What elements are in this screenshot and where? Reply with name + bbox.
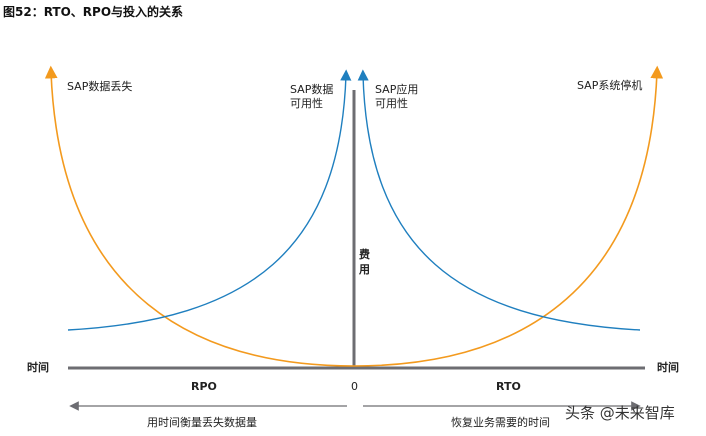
orange-curve-left: [44, 65, 355, 367]
label-cost-1: 费: [359, 248, 370, 261]
label-sap-data-avail-1: SAP数据: [290, 83, 334, 96]
label-sap-app-avail-1: SAP应用: [375, 83, 419, 96]
label-rpo: RPO: [191, 380, 217, 393]
label-sap-app-avail-2: 可用性: [375, 97, 408, 110]
label-sap-data-loss: SAP数据丢失: [67, 80, 133, 93]
blue-curve-right: [357, 69, 641, 331]
label-rto: RTO: [496, 380, 521, 393]
orange-curve-right: [353, 65, 664, 367]
label-zero: 0: [351, 380, 358, 393]
label-rpo-desc: 用时间衡量丢失数据量: [147, 416, 257, 429]
label-cost-2: 用: [359, 263, 370, 276]
watermark: 头条 @未来智库: [565, 404, 675, 422]
label-time-left: 时间: [27, 361, 49, 374]
label-rto-desc: 恢复业务需要的时间: [451, 416, 550, 429]
figure-title: 图52：RTO、RPO与投入的关系: [3, 5, 184, 19]
label-sap-downtime: SAP系统停机: [577, 79, 643, 92]
label-sap-data-avail-2: 可用性: [290, 97, 323, 110]
label-time-right: 时间: [657, 361, 679, 374]
blue-curve-left: [67, 69, 352, 331]
